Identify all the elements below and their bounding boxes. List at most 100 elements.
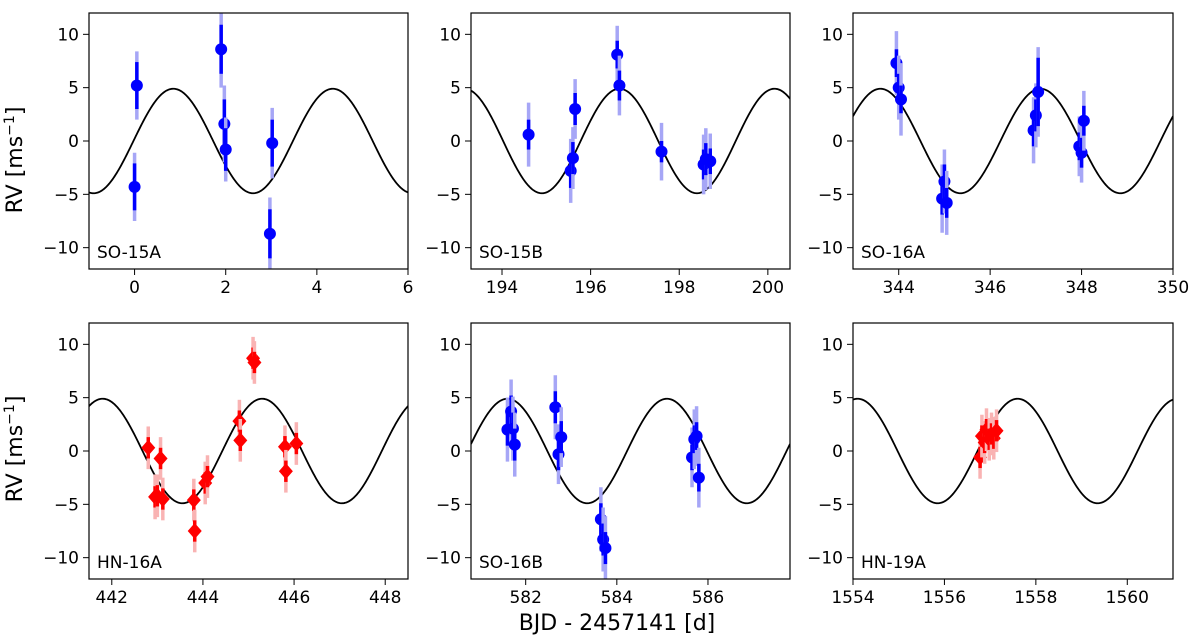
model-curve: [89, 397, 408, 505]
y-tick-label: 5: [832, 79, 843, 99]
x-tick-label: 194: [486, 278, 518, 298]
x-tick-label: 582: [509, 588, 541, 608]
axes-frame: [852, 12, 1174, 270]
x-tick-label: 586: [692, 588, 724, 608]
y-axis-title-bottom: RV [ms−1]: [2, 396, 28, 503]
data-point: [186, 492, 201, 509]
x-tick-label: 1558: [1014, 588, 1057, 608]
y-tick-label: −10: [43, 239, 79, 259]
y-tick-label: −10: [425, 239, 461, 259]
y-tick-label: −5: [436, 495, 461, 515]
axes-frame: [470, 322, 791, 580]
panel-grid: 10 5 0 −5 −10 0 2 4 6 SO-15A 10 5 0 −5 −10 194 196 198 200…: [43, 12, 1189, 608]
x-tick-label: 344: [882, 278, 914, 298]
panel-so-16b: 10 5 0 −5 −10 582 584 586 SO-16B: [425, 322, 791, 608]
axes-frame: [470, 12, 791, 270]
x-tick-label: 444: [187, 588, 219, 608]
y-tick-label: 5: [450, 389, 461, 409]
data-point: [895, 93, 907, 106]
panel-hn-16a: 10 5 0 −5 −10 442 444 446 448 HN-16A: [43, 322, 409, 608]
data-point: [187, 523, 202, 539]
x-tick-label: 350: [1157, 278, 1189, 298]
panel-so-15b: 10 5 0 −5 −10 194 196 198 200 SO-15B: [425, 12, 791, 298]
data-point: [278, 463, 293, 480]
x-tick-label: 442: [96, 588, 128, 608]
model-curve: [853, 87, 1173, 195]
data-point: [599, 542, 612, 555]
model-curve: [89, 87, 408, 195]
panel-hn-19a: 10 5 0 −5 −10 1554 1556 1558 1560 HN-19A: [807, 322, 1174, 608]
y-tick-label: 10: [439, 335, 461, 355]
data-point: [508, 438, 521, 451]
panel-label: SO-15B: [479, 243, 543, 263]
data-point: [892, 81, 905, 94]
panel-label: HN-16A: [97, 553, 162, 573]
data-point: [289, 435, 304, 452]
data-point: [940, 196, 953, 209]
data-point: [655, 145, 668, 158]
axes-frame: [852, 322, 1174, 580]
y-tick-label: 0: [832, 132, 843, 152]
data-points: [522, 25, 717, 203]
data-point: [155, 491, 170, 507]
x-tick-label: 2: [220, 278, 231, 298]
y-tick-label: 0: [832, 442, 843, 462]
y-tick-label: 10: [821, 25, 843, 45]
y-tick-label: 0: [68, 442, 79, 462]
data-point: [1077, 114, 1090, 127]
panel-so-16a: 10 5 0 −5 −10 344 346 348 350 SO-16A: [807, 12, 1189, 298]
y-tick-label: 10: [439, 25, 461, 45]
data-point: [266, 137, 279, 150]
data-point: [613, 79, 626, 92]
model-curve: [471, 397, 790, 505]
data-point: [1075, 146, 1088, 159]
data-point: [692, 471, 705, 484]
data-point: [690, 430, 703, 443]
panel-so-15a: 10 5 0 −5 −10 0 2 4 6 SO-15A: [43, 12, 414, 298]
data-point: [247, 354, 262, 371]
y-tick-label: −5: [436, 185, 461, 205]
y-tick-label: −10: [807, 549, 843, 569]
x-tick-label: 348: [1065, 278, 1097, 298]
data-point: [263, 227, 276, 240]
x-tick-label: 1560: [1106, 588, 1149, 608]
panel-label: HN-19A: [861, 553, 926, 573]
y-tick-label: 0: [450, 132, 461, 152]
y-tick-label: 5: [832, 389, 843, 409]
data-point: [611, 48, 624, 61]
x-tick-label: 1556: [923, 588, 966, 608]
x-axis-title: BJD - 2457141 [d]: [519, 611, 716, 636]
y-axis-title-top: RV [ms−1]: [2, 107, 28, 214]
panel-label: SO-16A: [861, 243, 925, 263]
data-point: [1032, 85, 1045, 98]
data-point: [555, 431, 568, 444]
data-point: [215, 43, 228, 56]
y-tick-label: −10: [807, 239, 843, 259]
data-point: [233, 432, 248, 449]
x-tick-label: 200: [752, 278, 784, 298]
y-tick-label: 0: [450, 442, 461, 462]
y-tick-label: 0: [68, 132, 79, 152]
x-tick-label: 584: [601, 588, 633, 608]
x-tick-label: 196: [574, 278, 606, 298]
y-tick-label: 5: [68, 79, 79, 99]
data-point: [219, 143, 232, 156]
x-tick-label: 4: [311, 278, 322, 298]
y-tick-label: 5: [68, 389, 79, 409]
data-points: [973, 408, 1004, 479]
data-point: [128, 180, 141, 193]
x-tick-label: 6: [403, 278, 414, 298]
x-tick-label: 346: [974, 278, 1006, 298]
data-point: [141, 439, 156, 456]
x-tick-label: 448: [369, 588, 401, 608]
y-tick-label: −5: [54, 495, 79, 515]
x-tick-label: 1554: [831, 588, 874, 608]
data-point: [938, 175, 951, 188]
data-point: [569, 103, 582, 115]
data-point: [566, 152, 579, 165]
x-tick-label: 198: [663, 278, 695, 298]
y-tick-label: 10: [57, 335, 79, 355]
model-curve: [471, 87, 790, 195]
data-point: [130, 79, 143, 92]
data-point: [522, 128, 535, 141]
